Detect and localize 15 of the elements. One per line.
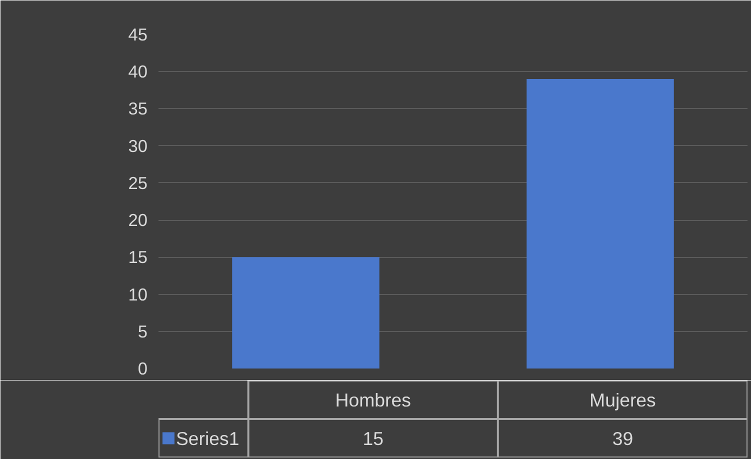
y-tick-label: 15 bbox=[128, 247, 148, 268]
y-tick-label: 0 bbox=[138, 358, 148, 378]
y-tick-label: 40 bbox=[128, 62, 148, 82]
legend-label: Series1 bbox=[176, 428, 240, 449]
y-tick-label: 30 bbox=[128, 136, 148, 156]
y-tick-label: 20 bbox=[128, 210, 148, 230]
x-tick-label: Hombres bbox=[335, 389, 411, 410]
y-tick-label: 25 bbox=[128, 172, 148, 193]
data-label: 39 bbox=[612, 428, 634, 449]
y-tick-label: 35 bbox=[128, 98, 148, 119]
y-tick-label: 5 bbox=[138, 321, 148, 342]
data-label: 15 bbox=[362, 428, 384, 449]
y-tick-label: 10 bbox=[128, 284, 148, 304]
y-tick-label: 45 bbox=[128, 24, 148, 44]
x-tick-label: Mujeres bbox=[590, 389, 656, 410]
